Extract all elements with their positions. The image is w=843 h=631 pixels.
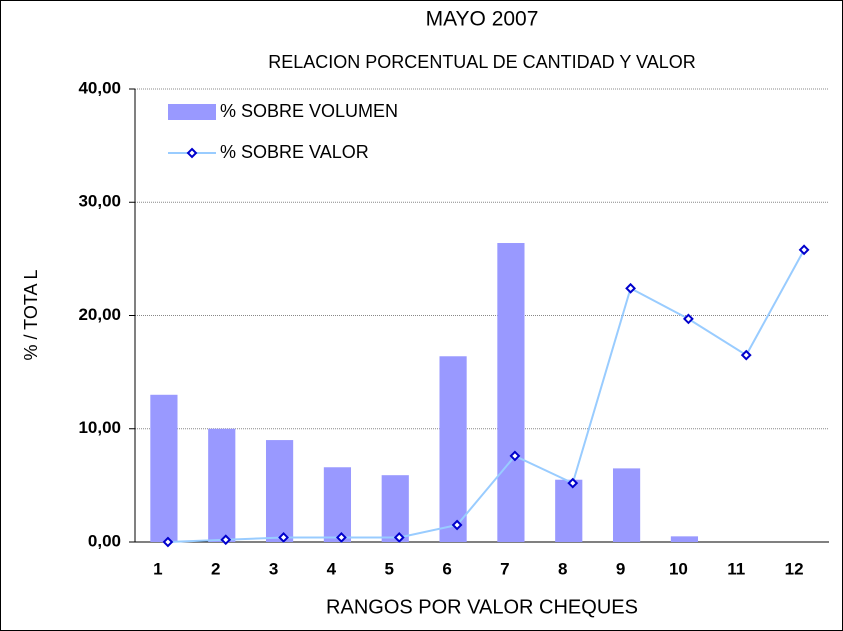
legend-swatch [168, 104, 216, 120]
x-tick-label: 1 [153, 559, 162, 578]
marker [683, 313, 694, 325]
chart-subtitle: RELACION PORCENTUAL DE CANTIDAD Y VALOR [268, 52, 695, 72]
marker [509, 450, 521, 462]
bar [265, 440, 294, 542]
marker [278, 532, 289, 543]
y-tick-label: 40,00 [78, 78, 121, 97]
marker [740, 349, 752, 361]
x-tick-label: 6 [442, 559, 451, 578]
legend-label: % SOBRE VALOR [220, 142, 369, 162]
marker [567, 477, 579, 489]
x-axis-label: RANGOS POR VALOR CHEQUES [326, 596, 638, 618]
marker [220, 534, 232, 546]
x-tick-label: 12 [785, 559, 804, 578]
x-tick-label: 8 [558, 559, 567, 578]
bar [612, 468, 641, 542]
bar [555, 479, 583, 542]
bar [150, 394, 178, 542]
legend-marker [186, 147, 198, 159]
x-tick-label: 11 [727, 559, 745, 578]
x-tick-label: 4 [327, 559, 337, 578]
y-tick-label: 30,00 [78, 192, 121, 211]
marker [451, 519, 463, 531]
bar [439, 356, 467, 542]
x-tick-label: 10 [669, 559, 688, 578]
y-tick-label: 10,00 [78, 418, 121, 437]
bar [670, 536, 699, 542]
bar [323, 467, 352, 542]
y-axis-label: % / TOTA L [21, 269, 41, 360]
marker [162, 536, 174, 548]
bar [381, 475, 409, 542]
marker [336, 532, 347, 543]
y-tick-label: 20,00 [78, 305, 121, 324]
legend-label: % SOBRE VOLUMEN [220, 101, 398, 121]
bar [208, 428, 236, 542]
marker [625, 282, 636, 294]
marker [798, 244, 810, 256]
x-tick-label: 9 [616, 559, 625, 578]
y-tick-label: 0,00 [88, 531, 121, 550]
bar [497, 243, 525, 542]
x-tick-label: 7 [500, 559, 509, 578]
chart-title: MAYO 2007 [426, 8, 539, 31]
x-tick-label: 2 [211, 559, 220, 578]
x-tick-label: 3 [269, 559, 278, 578]
x-tick-label: 5 [385, 559, 394, 578]
marker [393, 532, 405, 543]
line [167, 249, 805, 543]
